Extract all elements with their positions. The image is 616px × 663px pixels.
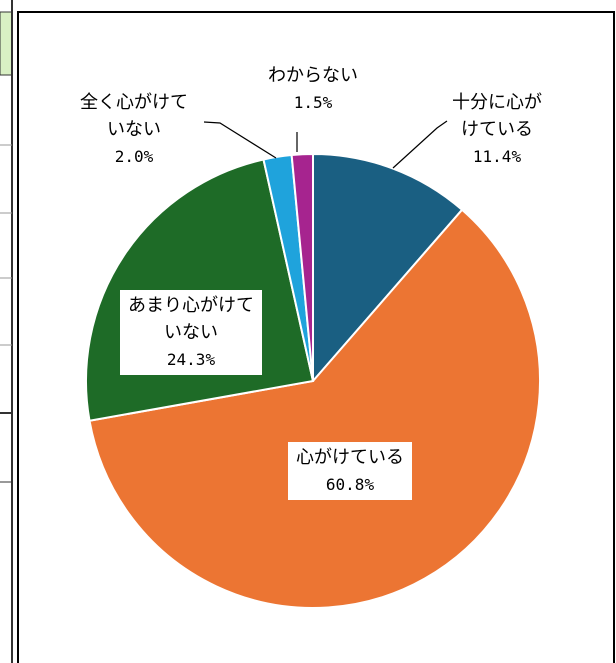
category-name: あまり心がけて いない (128, 295, 254, 343)
pie-slice (88, 208, 541, 609)
data-label: あまり心がけて いない 24.3% (120, 290, 262, 375)
data-label: 十分に心が けている 11.4% (452, 89, 542, 170)
value-label: 1.5% (293, 93, 333, 112)
data-label: 全く心がけて いない 2.0% (80, 89, 188, 170)
value-label: 60.8% (325, 475, 375, 494)
category-name: 十分に心が けている (452, 92, 542, 140)
category-name: 全く心がけて いない (80, 92, 188, 140)
value-label: 24.3% (166, 350, 216, 369)
category-name: 心がけている (296, 447, 404, 468)
data-label: 心がけている 60.8% (288, 442, 412, 500)
value-label: 11.4% (472, 147, 522, 166)
pie-slice (312, 152, 464, 384)
leader-lines (203, 120, 448, 169)
data-label: わからない 1.5% (268, 62, 358, 116)
category-name: わからない (268, 65, 358, 86)
sheet-fragment (0, 0, 13, 663)
pie-slice (290, 152, 314, 382)
value-label: 2.0% (114, 147, 154, 166)
